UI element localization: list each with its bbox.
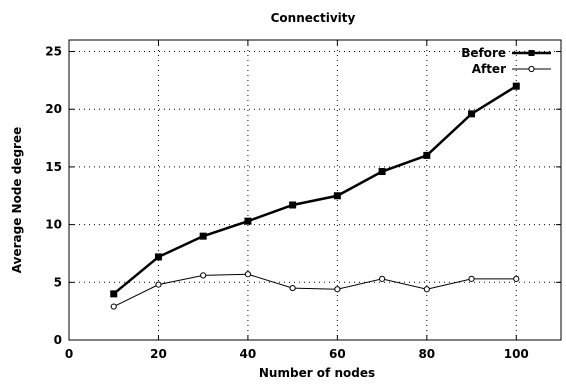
x-tick-label: 0 bbox=[65, 347, 73, 361]
y-tick-label: 25 bbox=[45, 45, 62, 59]
data-point bbox=[334, 286, 341, 293]
data-point bbox=[512, 82, 520, 90]
plot-frame bbox=[68, 39, 562, 341]
data-point bbox=[468, 275, 475, 282]
data-point bbox=[289, 201, 297, 209]
data-point bbox=[378, 275, 386, 282]
data-point bbox=[244, 217, 252, 225]
data-point bbox=[468, 110, 476, 118]
series-after bbox=[110, 271, 520, 310]
y-tick-label: 5 bbox=[54, 275, 62, 289]
series-line bbox=[112, 85, 517, 295]
legend-label: After bbox=[472, 62, 506, 76]
data-point bbox=[423, 286, 430, 293]
data-point bbox=[244, 271, 252, 278]
legend-label: Before bbox=[461, 46, 506, 60]
x-tick-label: 20 bbox=[150, 347, 167, 361]
series-line bbox=[113, 273, 517, 307]
data-point bbox=[110, 303, 117, 310]
data-point bbox=[200, 272, 207, 279]
x-tick-label: 40 bbox=[240, 347, 257, 361]
data-point bbox=[333, 192, 341, 200]
series-before bbox=[110, 82, 520, 298]
data-point bbox=[154, 253, 162, 261]
x-axis-title: Number of nodes bbox=[259, 366, 375, 380]
y-axis-title: Average Node degree bbox=[10, 127, 24, 273]
data-point bbox=[289, 284, 296, 292]
legend: Before After bbox=[461, 46, 551, 76]
data-point bbox=[513, 275, 520, 282]
data-point bbox=[199, 232, 207, 240]
y-tick-label: 20 bbox=[45, 102, 62, 116]
data-point bbox=[423, 151, 431, 159]
y-tick-label: 0 bbox=[54, 333, 62, 347]
x-tick-label: 80 bbox=[418, 347, 435, 361]
legend-marker bbox=[528, 65, 535, 73]
legend-marker bbox=[528, 50, 535, 56]
axes: 0 20 40 60 80 100 0 5 10 15 20 25 bbox=[45, 39, 562, 361]
series-group bbox=[110, 82, 520, 310]
y-tick-label: 15 bbox=[45, 160, 62, 174]
x-tick-label: 60 bbox=[329, 347, 346, 361]
data-point bbox=[110, 290, 118, 298]
y-tick-label: 10 bbox=[45, 218, 62, 232]
data-point bbox=[155, 281, 162, 288]
chart-title: Connectivity bbox=[271, 11, 356, 25]
grid bbox=[69, 40, 561, 340]
data-point bbox=[378, 168, 386, 176]
x-tick-label: 100 bbox=[504, 347, 529, 361]
